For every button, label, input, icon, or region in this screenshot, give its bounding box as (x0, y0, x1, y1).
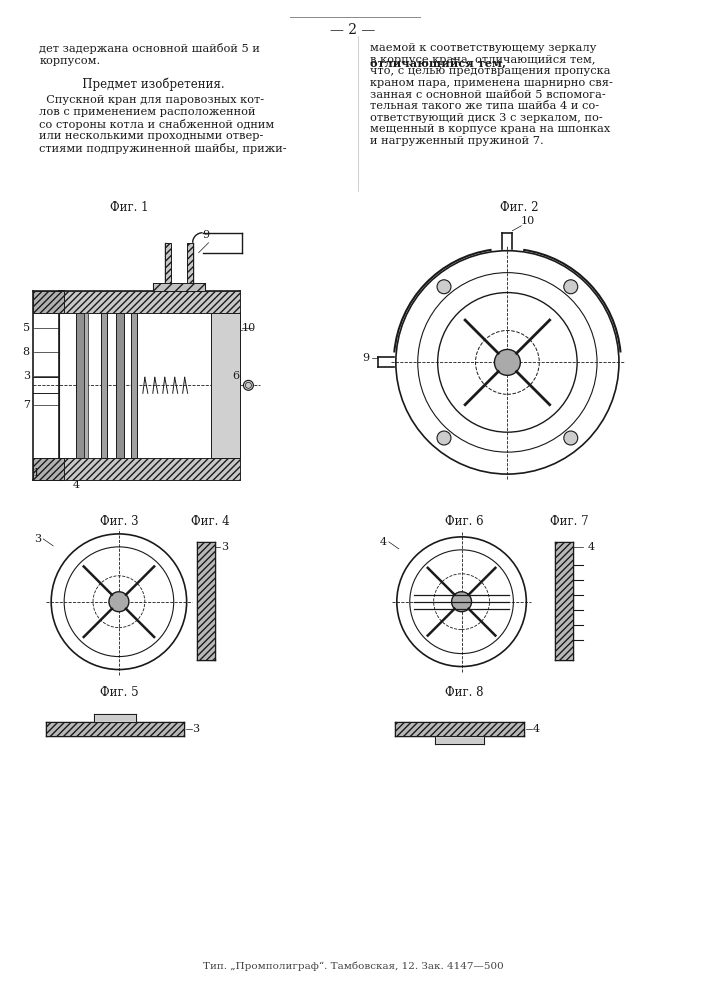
Text: Фиг. 8: Фиг. 8 (445, 686, 484, 699)
Bar (101, 313, 107, 458)
Bar (76, 313, 84, 458)
Bar (33, 291, 64, 313)
Text: отличающийся тем,: отличающийся тем, (370, 57, 506, 68)
Text: 9: 9 (202, 230, 209, 240)
Bar (197, 542, 214, 660)
Text: Фиг. 7: Фиг. 7 (550, 515, 588, 528)
Bar (33, 458, 64, 480)
Circle shape (452, 592, 472, 612)
Text: дет задержана основной шайбой 5 и
корпусом.: дет задержана основной шайбой 5 и корпус… (40, 43, 260, 66)
Text: 6: 6 (232, 371, 239, 381)
Text: 4: 4 (380, 537, 387, 547)
Text: Спускной кран для паровозных кот-
лов с применением расположенной
со стороны кот: Спускной кран для паровозных кот- лов с … (40, 95, 287, 154)
Bar (59, 458, 240, 480)
Text: 10: 10 (241, 323, 255, 333)
Bar (165, 243, 170, 291)
Bar (131, 313, 137, 458)
Circle shape (437, 280, 451, 294)
Bar (46, 722, 184, 736)
Text: 4: 4 (532, 724, 540, 734)
Text: 4: 4 (73, 480, 80, 490)
Text: 3: 3 (221, 542, 228, 552)
Bar (153, 283, 204, 291)
Bar (211, 313, 240, 458)
Text: Фиг. 1: Фиг. 1 (110, 201, 148, 214)
Text: Тип. „Промполиграф“. Тамбовская, 12. Зак. 4147—500: Тип. „Промполиграф“. Тамбовская, 12. Зак… (203, 961, 503, 971)
Text: 9: 9 (363, 353, 370, 363)
Circle shape (109, 592, 129, 612)
Circle shape (437, 431, 451, 445)
Text: Фиг. 5: Фиг. 5 (100, 686, 139, 699)
Bar (116, 313, 124, 458)
Bar (94, 714, 136, 722)
Text: 3: 3 (23, 371, 30, 381)
Bar (59, 291, 240, 313)
Bar (555, 542, 573, 660)
Text: 3: 3 (192, 724, 199, 734)
Bar (84, 313, 88, 458)
Text: Фиг. 2: Фиг. 2 (500, 201, 539, 214)
Text: 7: 7 (23, 400, 30, 410)
Circle shape (563, 280, 578, 294)
Text: 10: 10 (520, 216, 534, 226)
Text: 3: 3 (34, 534, 41, 544)
Text: — 2 —: — 2 — (330, 23, 375, 37)
Text: маемой к соответствующему зеркалу
в корпусе крана, отличающийся тем,
что, с цель: маемой к соответствующему зеркалу в корп… (370, 43, 613, 146)
Circle shape (243, 380, 253, 390)
Bar (435, 736, 484, 744)
Text: Фиг. 3: Фиг. 3 (100, 515, 139, 528)
Circle shape (494, 349, 520, 375)
Text: 1: 1 (33, 468, 40, 478)
Text: 8: 8 (23, 347, 30, 357)
Bar (395, 722, 525, 736)
Circle shape (563, 431, 578, 445)
Text: Фиг. 4: Фиг. 4 (192, 515, 230, 528)
Text: 4: 4 (588, 542, 595, 552)
Text: 5: 5 (23, 323, 30, 333)
Text: Фиг. 6: Фиг. 6 (445, 515, 484, 528)
Bar (187, 243, 192, 291)
Text: Предмет изобретения.: Предмет изобретения. (71, 77, 225, 91)
